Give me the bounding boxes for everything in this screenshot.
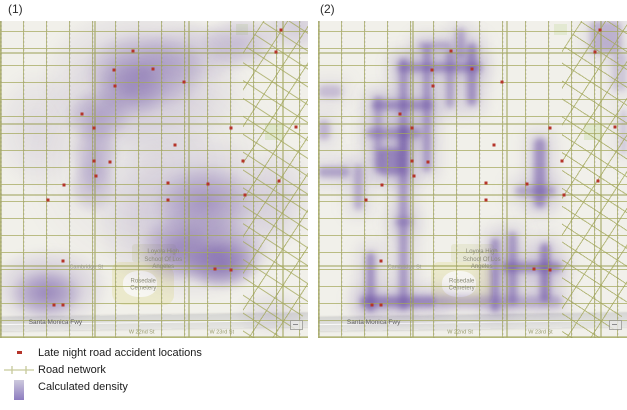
legend-row-road-network: Road network [0, 361, 320, 378]
accident-dot [562, 193, 566, 197]
accident-dot [279, 28, 283, 32]
accident-dot [229, 268, 233, 272]
legend-road-label: Road network [38, 363, 106, 376]
accident-dot [151, 67, 155, 71]
accident-dot [182, 80, 186, 84]
cambridge-st-label: Cambridge St [387, 264, 422, 271]
accident-dot [380, 183, 384, 187]
accident-dot [274, 50, 278, 54]
accident-point-icon [0, 351, 38, 354]
accident-dot [532, 267, 536, 271]
santa-monica-fwy-label: Santa Monica Fwy [346, 319, 401, 327]
accident-dot [430, 68, 434, 72]
accident-dot [277, 179, 281, 183]
accident-dot [426, 160, 430, 164]
accident-dot [470, 67, 474, 71]
accident-dot [398, 112, 402, 116]
accident-dot [412, 174, 416, 178]
cambridge-st-label: Cambridge St [69, 264, 104, 271]
accident-dot [92, 159, 96, 163]
accident-dot [108, 160, 112, 164]
accident-dot [112, 68, 116, 72]
accident-dot [598, 28, 602, 32]
accident-dot [113, 84, 117, 88]
accident-dot [94, 174, 98, 178]
panel2-label: (2) [320, 2, 335, 16]
map-attribution-icon [609, 320, 623, 331]
accident-dot [410, 126, 414, 130]
density-gradient-icon [0, 378, 38, 400]
panel1-label: (1) [8, 2, 23, 16]
accident-dot [213, 267, 217, 271]
w-22nd-st-label: W 22nd St [447, 329, 473, 336]
accident-dot [61, 259, 65, 263]
accident-dot [243, 193, 247, 197]
rosedale-cemetery-label: Rosedale Cemetery [448, 278, 475, 292]
w-23rd-st-label: W 23rd St [528, 329, 553, 336]
accident-dot [548, 126, 552, 130]
accident-dot [560, 159, 564, 163]
accident-dot [484, 181, 488, 185]
loyola-high-school-label: Loyola High School Of Los Angeles [462, 249, 501, 271]
accident-dot [131, 49, 135, 53]
map-panel-planar-density: Loyola High School Of Los Angeles Rosedal… [0, 21, 308, 338]
accident-dot [173, 143, 177, 147]
street-name-texture [318, 21, 627, 338]
accident-dot [379, 303, 383, 307]
w-23rd-st-label: W 23rd St [209, 329, 234, 336]
accident-dot [500, 80, 504, 84]
accident-dot [92, 126, 96, 130]
accident-dot [370, 303, 374, 307]
santa-monica-fwy-label: Santa Monica Fwy [28, 319, 83, 327]
accident-dot [294, 125, 298, 129]
accident-dot [525, 182, 529, 186]
legend-row-density: Calculated density [0, 378, 320, 400]
loyola-high-school-label: Loyola High School Of Los Angeles [144, 249, 183, 271]
road-line-icon [0, 365, 38, 375]
accident-dot [46, 198, 50, 202]
accident-dot [431, 84, 435, 88]
accident-dot [379, 259, 383, 263]
accident-dot [166, 181, 170, 185]
accident-dot [166, 198, 170, 202]
legend-accident-label: Late night road accident locations [38, 346, 202, 359]
accident-dot [613, 125, 617, 129]
rosedale-cemetery-label: Rosedale Cemetery [130, 278, 157, 292]
legend-row-accidents: Late night road accident locations [0, 344, 320, 361]
accident-dot [206, 182, 210, 186]
accident-dot [548, 268, 552, 272]
accident-dot [449, 49, 453, 53]
accident-dot [596, 179, 600, 183]
accident-dot [229, 126, 233, 130]
accident-dot [593, 50, 597, 54]
legend: Late night road accident locations Road … [0, 344, 320, 400]
map-attribution-icon [290, 320, 304, 331]
accident-dot [62, 183, 66, 187]
accident-dot [364, 198, 368, 202]
accident-dot [410, 159, 414, 163]
accident-dot [61, 303, 65, 307]
accident-dot [492, 143, 495, 147]
accident-dot [241, 159, 245, 163]
street-name-texture [0, 21, 308, 338]
accident-dot [484, 198, 488, 202]
accident-dot [80, 112, 84, 116]
accident-dot [52, 303, 56, 307]
w-22nd-st-label: W 22nd St [128, 329, 155, 336]
legend-density-label: Calculated density [38, 381, 128, 393]
map-panel-network-density: Loyola High School Of Los Angeles Rosedal… [318, 21, 627, 338]
